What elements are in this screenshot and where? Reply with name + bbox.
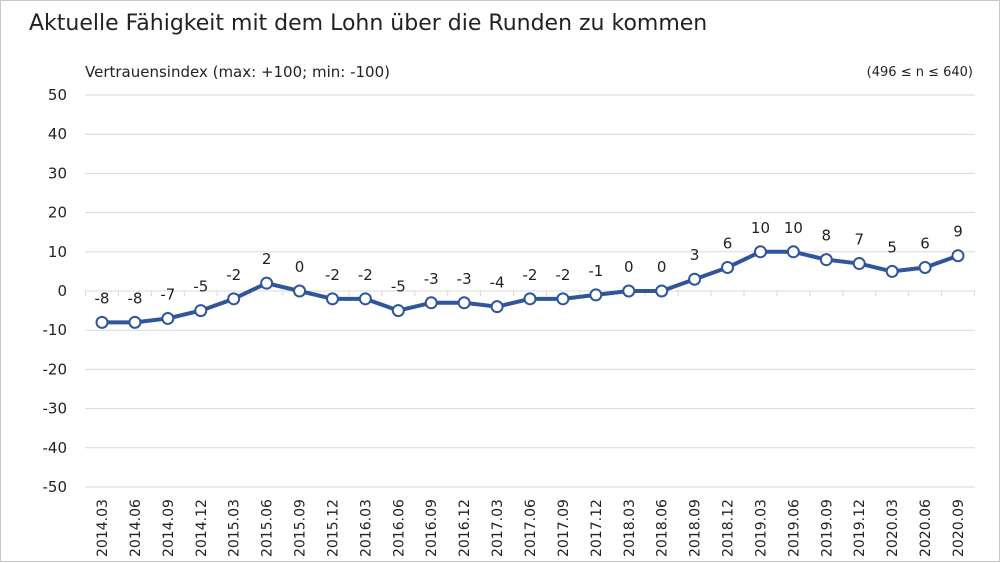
data-label: -3 [424,270,439,288]
data-point [622,284,636,298]
data-label: -8 [127,289,142,307]
data-point [786,245,800,259]
data-label: -2 [523,266,538,284]
data-point [819,253,833,267]
x-tick-label: 2015.12 [325,499,341,557]
data-point [721,260,735,274]
x-tick-label: 2018.03 [622,499,638,557]
x-tick-label: 2015.09 [293,499,309,557]
y-axis-label: Vertrauensindex (max: +100; min: -100) [85,63,390,81]
x-tick-label: 2019.09 [819,499,835,557]
data-point [753,245,767,259]
data-label: 6 [723,234,733,252]
sample-size-note: (496 ≤ n ≤ 640) [866,65,973,80]
x-tick-label: 2020.03 [885,499,901,557]
data-label: 3 [690,246,700,264]
x-tick-label: 2014.06 [128,499,144,557]
data-point [260,276,274,290]
y-tick-label: -50 [43,478,68,496]
x-tick-label: 2017.03 [490,499,506,557]
data-point [589,288,603,302]
data-label: 10 [751,219,770,237]
data-point [227,292,241,306]
data-label: -7 [160,285,175,303]
y-tick-label: -40 [43,439,68,457]
data-point [688,272,702,286]
x-tick-label: 2018.09 [688,499,704,557]
data-label: 2 [262,250,272,268]
data-point [161,311,175,325]
x-tick-label: 2014.12 [194,499,210,557]
data-label: -4 [490,274,505,292]
data-point [457,296,471,310]
y-tick-label: -30 [43,400,68,418]
data-label: 0 [295,258,305,276]
x-tick-label: 2015.03 [227,499,243,557]
data-label: -2 [325,266,340,284]
data-label: -1 [588,262,603,280]
data-point [194,304,208,318]
data-label: 5 [887,238,897,256]
data-point [556,292,570,306]
data-point [325,292,339,306]
x-tick-label: 2016.03 [358,499,374,557]
data-label: 9 [953,223,963,241]
x-tick-label: 2018.06 [655,499,671,557]
data-point [358,292,372,306]
data-label: -5 [391,278,406,296]
data-point [655,284,669,298]
y-tick-label: 50 [48,86,67,104]
data-label: -2 [358,266,373,284]
x-tick-label: 2017.12 [589,499,605,557]
data-point [95,315,109,329]
data-label: 7 [854,231,864,249]
data-label: -2 [226,266,241,284]
data-label: 0 [624,258,634,276]
y-tick-label: -20 [43,360,68,378]
data-point [523,292,537,306]
data-point [293,284,307,298]
x-tick-label: 2020.09 [951,499,967,557]
x-tick-label: 2019.06 [786,499,802,557]
data-label: 8 [822,227,832,245]
x-tick-label: 2019.03 [753,499,769,557]
data-point [490,300,504,314]
x-tick-label: 2017.06 [523,499,539,557]
data-point [391,304,405,318]
data-label: -5 [193,278,208,296]
x-tick-label: 2019.12 [852,499,868,557]
x-tick-label: 2018.12 [721,499,737,557]
data-point [918,260,932,274]
y-tick-label: 40 [48,125,67,143]
data-point [128,315,142,329]
x-tick-label: 2015.06 [260,499,276,557]
x-tick-label: 2016.12 [457,499,473,557]
y-tick-label: 0 [57,282,67,300]
data-label: 10 [784,219,803,237]
x-tick-label: 2014.09 [161,499,177,557]
y-tick-label: 30 [48,164,67,182]
data-label: -3 [457,270,472,288]
data-label: -2 [555,266,570,284]
x-tick-label: 2014.03 [95,499,111,557]
x-tick-label: 2016.06 [391,499,407,557]
data-label: -8 [95,289,110,307]
y-tick-label: 20 [48,204,67,222]
data-point [852,257,866,271]
x-tick-label: 2016.09 [424,499,440,557]
x-tick-label: 2017.09 [556,499,572,557]
data-label: 6 [920,234,930,252]
y-tick-label: 10 [48,243,67,261]
data-point [885,264,899,278]
data-point [951,249,965,263]
y-tick-label: -10 [43,321,68,339]
data-label: 0 [657,258,667,276]
chart-title: Aktuelle Fähigkeit mit dem Lohn über die… [29,11,708,36]
x-tick-label: 2020.06 [918,499,934,557]
data-point [424,296,438,310]
